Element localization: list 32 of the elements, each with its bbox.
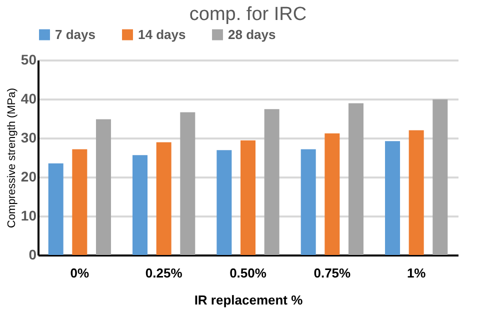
bar	[180, 112, 196, 255]
y-tick-label: 50	[20, 52, 37, 68]
bar	[132, 155, 148, 255]
x-tick-label: 0.50%	[230, 266, 267, 280]
x-tick-label: 0.25%	[145, 266, 183, 280]
legend-label: 7 days	[55, 26, 96, 42]
bar	[216, 150, 232, 255]
bar	[240, 140, 256, 255]
y-axis-title: Compressive strength (MPa)	[6, 88, 18, 228]
y-tick-label: 20	[20, 168, 37, 184]
bar	[348, 103, 364, 255]
bar	[324, 133, 340, 255]
legend-label: 28 days	[228, 26, 276, 42]
y-tick-label: 10	[20, 208, 37, 224]
y-tick-label: 30	[20, 130, 37, 146]
x-tick-label: 0.75%	[314, 266, 352, 280]
chart-title: comp. for IRC	[189, 4, 307, 25]
bar	[408, 130, 424, 255]
x-tick-label: 1%	[406, 266, 426, 280]
bar	[300, 149, 316, 255]
y-tick-label: 40	[20, 90, 37, 106]
bar	[385, 141, 400, 255]
bar	[156, 142, 172, 255]
bar	[432, 99, 448, 255]
bar	[96, 119, 111, 255]
x-tick-label: 0%	[70, 266, 90, 280]
legend-label: 14 days	[138, 26, 186, 42]
bar	[72, 149, 88, 255]
bar	[48, 163, 64, 255]
bar	[264, 109, 280, 255]
y-tick-label: 0	[28, 246, 37, 262]
x-axis-title: IR replacement %	[194, 292, 304, 308]
